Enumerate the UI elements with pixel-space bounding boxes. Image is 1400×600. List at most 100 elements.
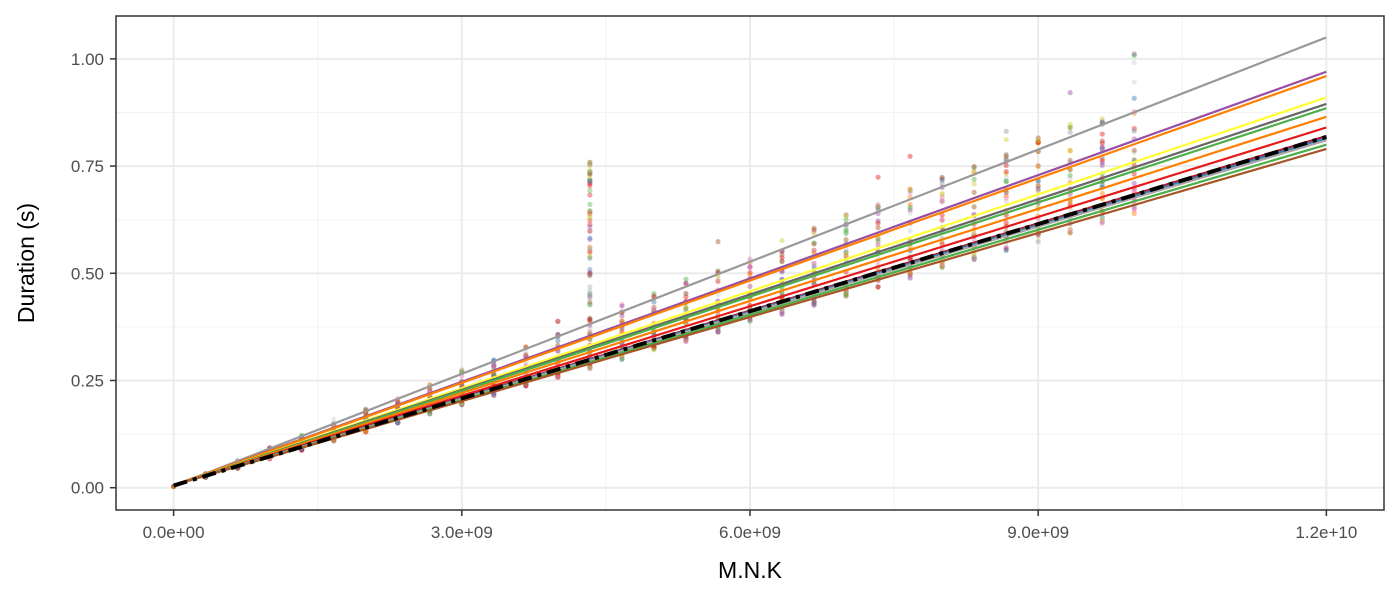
data-point (715, 328, 721, 334)
data-point (1131, 59, 1137, 66)
data-point (939, 197, 945, 204)
data-point (779, 258, 785, 265)
data-point (811, 263, 817, 269)
data-point (747, 317, 753, 323)
data-point (1003, 175, 1009, 181)
data-point (939, 177, 945, 183)
data-point (651, 347, 657, 353)
data-point (1035, 238, 1041, 245)
data-point (779, 311, 785, 317)
data-point (619, 313, 625, 319)
reference-line-group (173, 135, 1327, 488)
data-point (587, 325, 593, 331)
data-point (683, 338, 689, 344)
data-point (811, 241, 817, 247)
data-point (875, 203, 881, 210)
data-point (1003, 178, 1009, 184)
data-point (555, 374, 561, 380)
data-point (1099, 140, 1105, 146)
data-point (683, 290, 689, 297)
data-point (843, 291, 849, 297)
data-point (875, 174, 881, 180)
data-point (779, 252, 785, 258)
data-point (1003, 195, 1009, 201)
data-point (587, 169, 593, 175)
data-point (587, 208, 593, 214)
data-point (779, 309, 785, 315)
data-point (1035, 186, 1041, 192)
data-point (1131, 95, 1137, 101)
data-point (779, 237, 785, 244)
data-point (843, 217, 849, 223)
data-point (907, 153, 913, 159)
data-point (1131, 147, 1137, 153)
data-point (715, 328, 721, 334)
data-point (843, 226, 849, 233)
x-axis-ticks: 0.0e+00 3.0e+09 6.0e+09 9.0e+09 1.2e+10 (143, 510, 1357, 542)
data-point (1003, 198, 1009, 204)
data-point (555, 374, 561, 380)
data-point (939, 263, 945, 269)
data-point (587, 168, 593, 174)
data-point (971, 257, 977, 263)
data-point (971, 255, 977, 261)
data-point (779, 309, 785, 315)
data-point (1067, 172, 1073, 179)
data-point (587, 315, 593, 321)
data-point (1099, 162, 1105, 168)
data-point (939, 217, 945, 223)
data-point (587, 209, 593, 215)
data-point (1035, 164, 1041, 170)
data-point (843, 249, 849, 255)
data-point (811, 260, 817, 266)
data-point (587, 215, 593, 221)
data-point (1099, 181, 1105, 188)
data-point (811, 300, 817, 306)
data-point (875, 284, 881, 290)
data-point (715, 329, 721, 335)
data-point (811, 301, 817, 308)
data-point (939, 181, 945, 187)
data-point (395, 420, 401, 426)
data-point (587, 168, 593, 174)
data-point (459, 401, 465, 407)
data-point (1067, 226, 1073, 232)
x-tick-label: 3.0e+09 (431, 523, 493, 542)
data-point (1067, 175, 1073, 181)
data-point (1035, 138, 1041, 144)
data-point (587, 284, 593, 290)
data-point (459, 401, 465, 407)
data-point (587, 266, 593, 273)
data-point (587, 364, 593, 370)
x-tick-label: 6.0e+09 (719, 523, 781, 542)
data-point (875, 202, 881, 208)
data-point (875, 218, 881, 224)
data-point (523, 382, 529, 389)
data-point (811, 247, 817, 253)
data-point (619, 355, 625, 361)
data-point (1035, 140, 1041, 146)
data-point (843, 249, 849, 256)
data-point (1035, 139, 1041, 145)
data-point (843, 236, 849, 243)
data-point (491, 363, 497, 369)
y-axis-title: Duration (s) (13, 203, 39, 323)
data-point (587, 302, 593, 308)
data-point (555, 349, 561, 355)
data-point (1035, 135, 1041, 141)
data-point (619, 318, 625, 324)
data-point (907, 275, 913, 281)
data-point (587, 170, 593, 176)
data-point (587, 291, 593, 297)
data-point (1099, 214, 1105, 220)
data-point (523, 382, 529, 389)
data-point (971, 165, 977, 171)
data-point (395, 420, 401, 426)
data-point (875, 201, 881, 207)
data-point (1099, 220, 1105, 227)
data-point (747, 269, 753, 276)
data-point (1099, 131, 1105, 137)
data-point (1131, 52, 1137, 58)
data-point (587, 221, 593, 228)
data-point (875, 238, 881, 245)
